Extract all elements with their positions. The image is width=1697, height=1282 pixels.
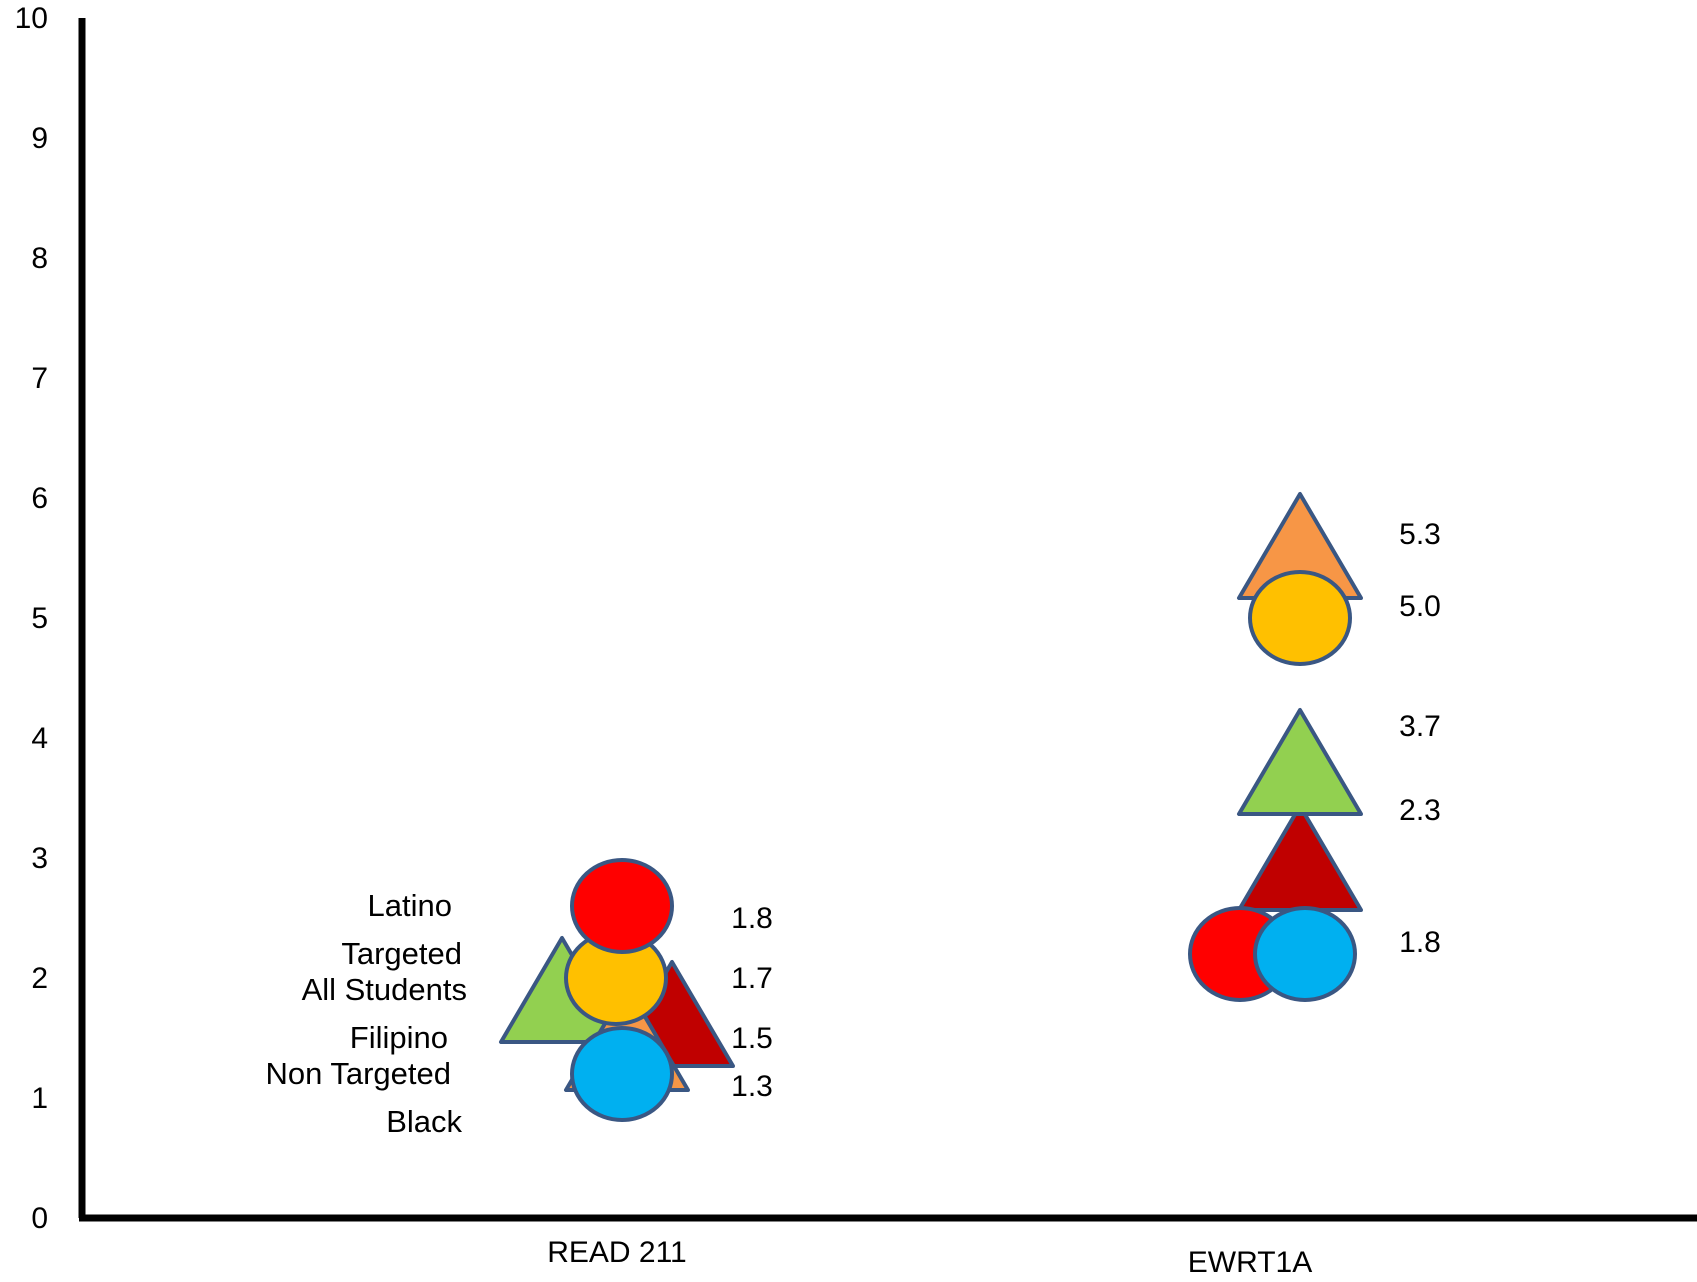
- marker-latino: [570, 858, 674, 954]
- y-tick-label: 6: [31, 482, 48, 515]
- y-tick-label: 3: [31, 842, 48, 875]
- group-label: Filipino: [350, 1020, 448, 1055]
- data-label: 5.0: [1399, 590, 1441, 623]
- marker-targeted: [1237, 804, 1363, 912]
- y-tick-label: 5: [31, 602, 48, 635]
- y-tick-label: 7: [31, 362, 48, 395]
- marker-black: [570, 1026, 674, 1122]
- data-label: 1.7: [731, 962, 773, 995]
- y-tick-labels: 0 1 2 3 4 5 6 7 8 9 10: [15, 2, 48, 1235]
- x-tick-label: EWRT1A: [1188, 1246, 1312, 1279]
- data-label: 1.3: [731, 1070, 773, 1103]
- group-label: Non Targeted: [265, 1056, 451, 1091]
- data-label: 2.3: [1399, 794, 1441, 827]
- group-label: Black: [386, 1104, 462, 1139]
- y-tick-label: 1: [31, 1082, 48, 1115]
- y-tick-label: 9: [31, 122, 48, 155]
- y-tick-label: 8: [31, 242, 48, 275]
- x-tick-labels: READ 211 EWRT1A: [547, 1236, 1312, 1279]
- y-tick-label: 10: [15, 2, 48, 35]
- marker-filipino: [1237, 708, 1363, 816]
- data-label: 1.8: [1399, 926, 1441, 959]
- x-tick-label: READ 211: [547, 1236, 687, 1269]
- group-label: Latino: [368, 888, 452, 923]
- marker-black: [1253, 906, 1357, 1002]
- group-label: All Students: [302, 972, 467, 1007]
- data-label: 1.5: [731, 1022, 773, 1055]
- marker-all-students: [1248, 570, 1352, 666]
- data-label: 1.8: [731, 902, 773, 935]
- data-label: 3.7: [1399, 710, 1441, 743]
- group-label: Targeted: [341, 936, 462, 971]
- y-tick-label: 4: [31, 722, 48, 755]
- y-tick-label: 2: [31, 962, 48, 995]
- axes: [78, 18, 1697, 1222]
- markers: [499, 492, 1363, 1122]
- data-label: 5.3: [1399, 518, 1441, 551]
- y-tick-label: 0: [31, 1202, 48, 1235]
- data-labels: 1.8 1.7 1.5 1.3 5.3 5.0 3.7 2.3 1.8: [731, 518, 1441, 1103]
